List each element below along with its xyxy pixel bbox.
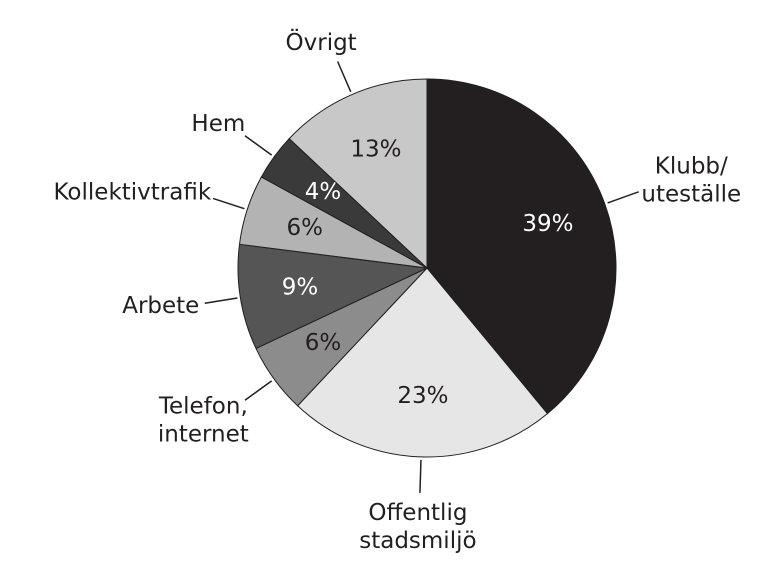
- category-label: Arbete: [122, 293, 200, 320]
- pie-slice: [426, 78, 617, 415]
- leader-line: [244, 135, 273, 156]
- category-label: Hem: [191, 110, 246, 137]
- leader-line: [212, 197, 245, 210]
- value-label: 6%: [287, 215, 324, 241]
- category-label: Offentlig stadsmiljö: [359, 499, 477, 554]
- pie-slice: [288, 78, 428, 270]
- leader-line: [204, 297, 238, 304]
- leader-line: [419, 459, 422, 493]
- category-label: Klubb/ uteställe: [641, 153, 742, 208]
- value-label: 4%: [305, 179, 342, 205]
- value-label: 23%: [397, 383, 448, 409]
- value-label: 6%: [305, 330, 342, 356]
- leader-line: [607, 191, 639, 204]
- value-label: 13%: [350, 137, 401, 163]
- value-label: 39%: [522, 211, 573, 237]
- pie-slice: [237, 243, 429, 350]
- leader-line: [336, 61, 352, 93]
- category-label: Övrigt: [285, 30, 357, 57]
- value-label: 9%: [282, 275, 319, 301]
- category-label: Telefon, internet: [157, 393, 249, 448]
- pie-slice: [296, 267, 549, 458]
- leader-line: [244, 380, 273, 401]
- category-label: Kollektivtrafik: [53, 179, 212, 206]
